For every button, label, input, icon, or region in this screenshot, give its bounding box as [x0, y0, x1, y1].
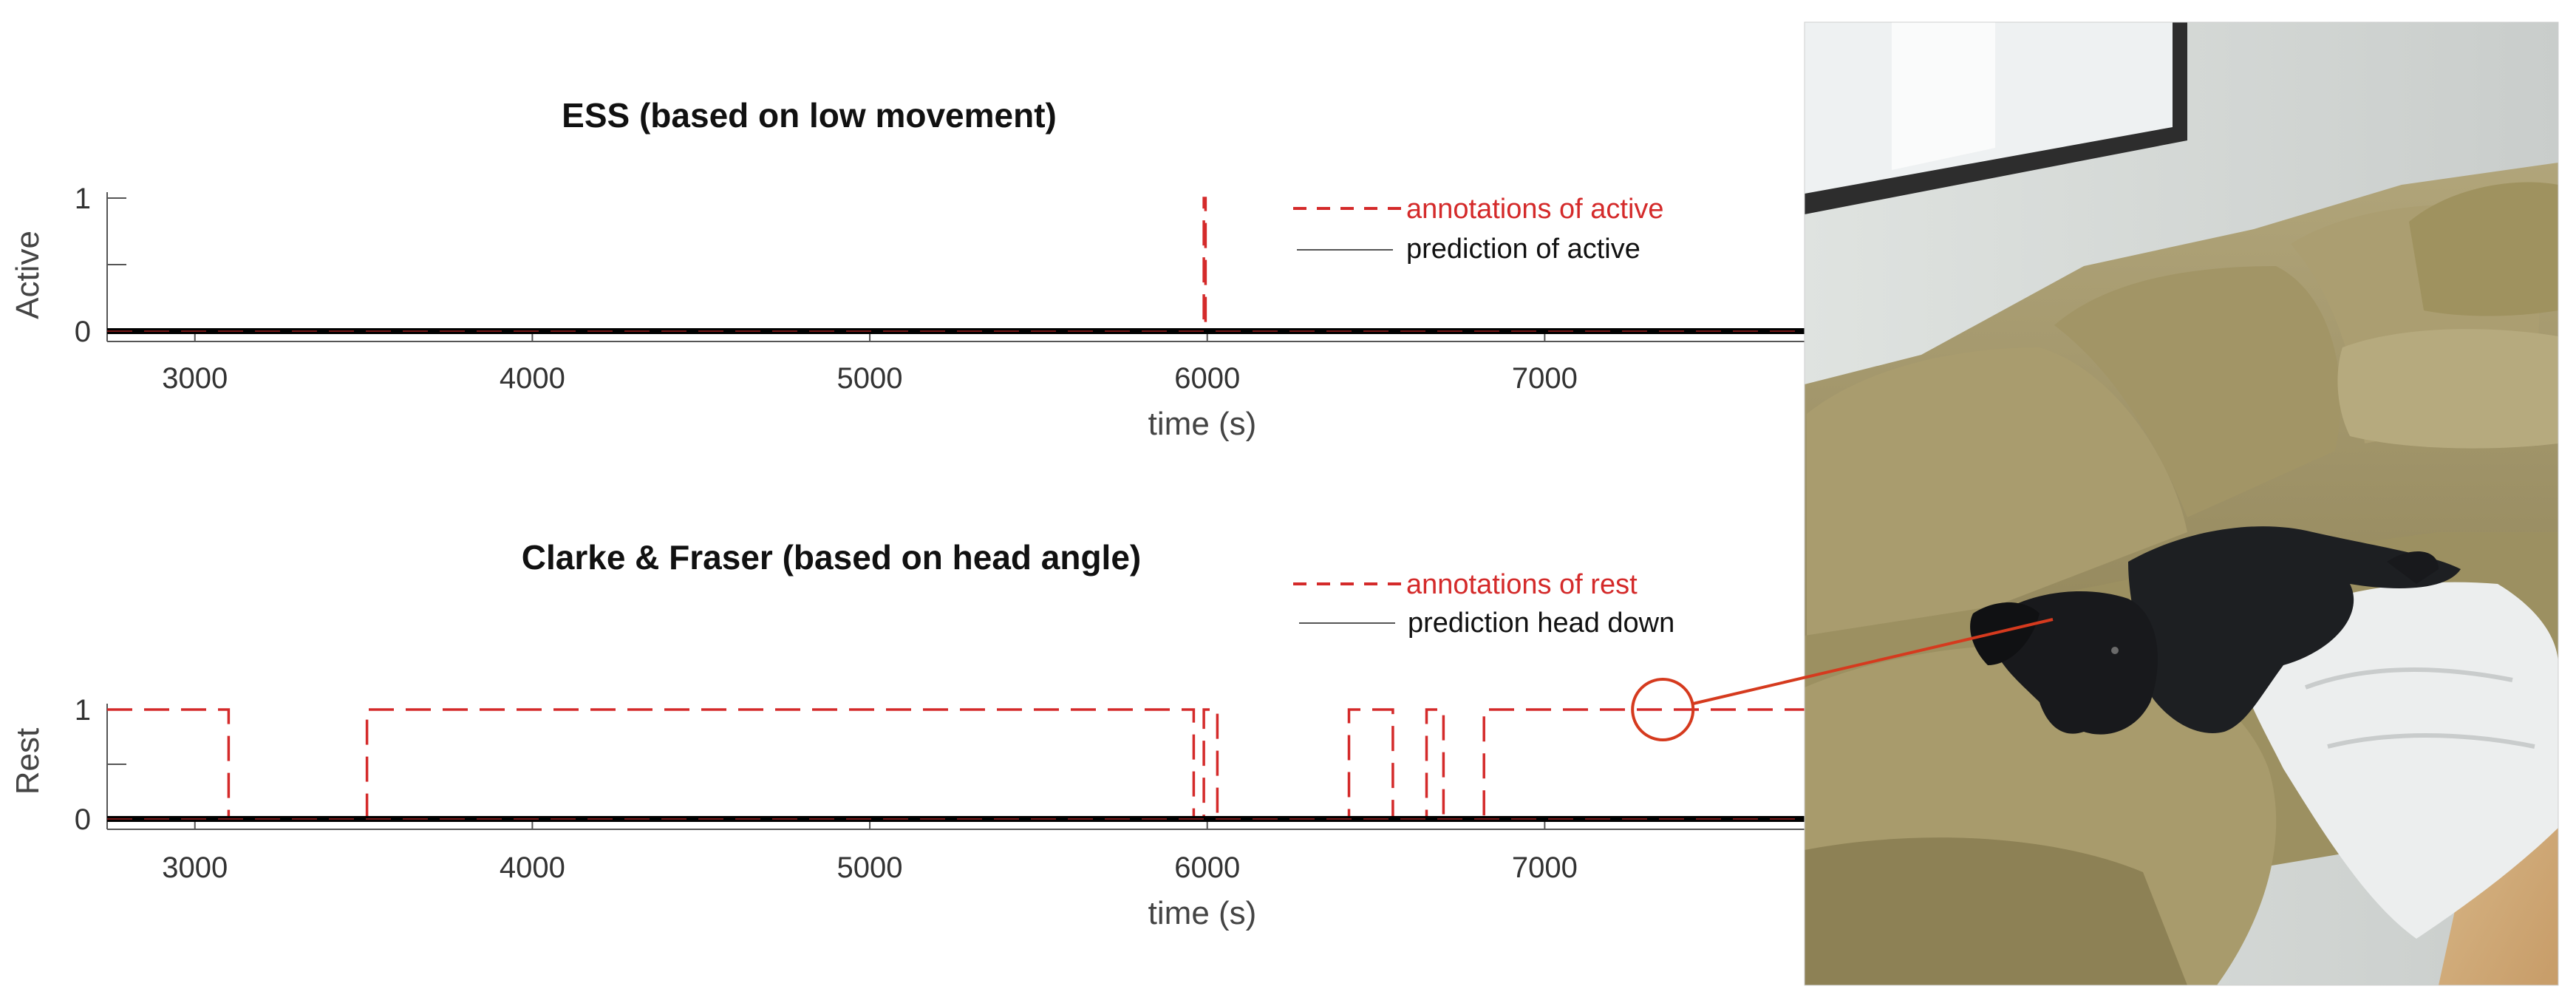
window-light [1892, 22, 1995, 170]
blanket-fold [2304, 667, 2513, 690]
callout-circle [1631, 678, 1695, 741]
pillow-top [2409, 182, 2558, 316]
y-tick-label: 0 [75, 316, 91, 348]
x-tick-label: 4000 [500, 362, 565, 395]
cushion-2 [2054, 266, 2341, 517]
legend: annotations of active prediction of acti… [1293, 194, 1664, 265]
couch-arm-shadow [1805, 837, 2187, 985]
chart-title: ESS (based on low movement) [562, 96, 1057, 135]
pillow [2337, 329, 2558, 449]
axes: 0 1 3000 4000 5000 6000 7000 [75, 694, 1805, 884]
callout [1631, 618, 2054, 741]
x-axis-label: time (s) [1148, 406, 1257, 442]
series-annotations-line [107, 708, 1805, 820]
x-tick-label: 4000 [500, 851, 565, 884]
photo-border [1804, 21, 2559, 986]
legend-label-prediction: prediction head down [1408, 608, 1674, 639]
dog-leg [2387, 551, 2439, 584]
blanket-fold [2327, 733, 2535, 749]
y-tick-label: 1 [75, 183, 91, 215]
chart-ess: ESS (based on low movement) Active time … [10, 96, 1805, 442]
legend-label-prediction: prediction of active [1406, 234, 1640, 265]
x-axis-label: time (s) [1148, 895, 1257, 931]
x-tick-label: 3000 [162, 362, 228, 395]
y-tick-label: 0 [75, 803, 91, 836]
y-axis-label: Active [10, 231, 46, 319]
cushion-1 [1807, 347, 2187, 636]
dog-eye [2111, 647, 2119, 654]
chart-title: Clarke & Fraser (based on head angle) [522, 538, 1142, 577]
x-tick-label: 5000 [837, 362, 903, 395]
callout-line [1692, 618, 2054, 705]
legend-label-annotations: annotations of active [1406, 194, 1664, 225]
chart-clarke-fraser: Clarke & Fraser (based on head angle) Re… [10, 538, 1805, 931]
dog-body [2128, 526, 2461, 733]
y-axis-label: Rest [10, 728, 46, 795]
plot-area [107, 708, 1805, 822]
dog-ear [1970, 602, 2040, 665]
x-tick-label: 7000 [1512, 362, 1578, 395]
x-tick-label: 7000 [1512, 851, 1578, 884]
x-tick-label: 6000 [1174, 362, 1240, 395]
x-tick-label: 3000 [162, 851, 228, 884]
blanket [2232, 582, 2558, 939]
x-tick-label: 5000 [837, 851, 903, 884]
y-tick-label: 1 [75, 694, 91, 727]
axes: 0 1 3000 4000 5000 6000 7000 [75, 183, 1805, 395]
legend: annotations of rest prediction head down [1293, 569, 1674, 639]
x-tick-label: 6000 [1174, 851, 1240, 884]
plot-area [107, 197, 1805, 334]
legend-label-annotations: annotations of rest [1406, 569, 1638, 600]
dog-on-couch-photo [1804, 21, 2559, 986]
